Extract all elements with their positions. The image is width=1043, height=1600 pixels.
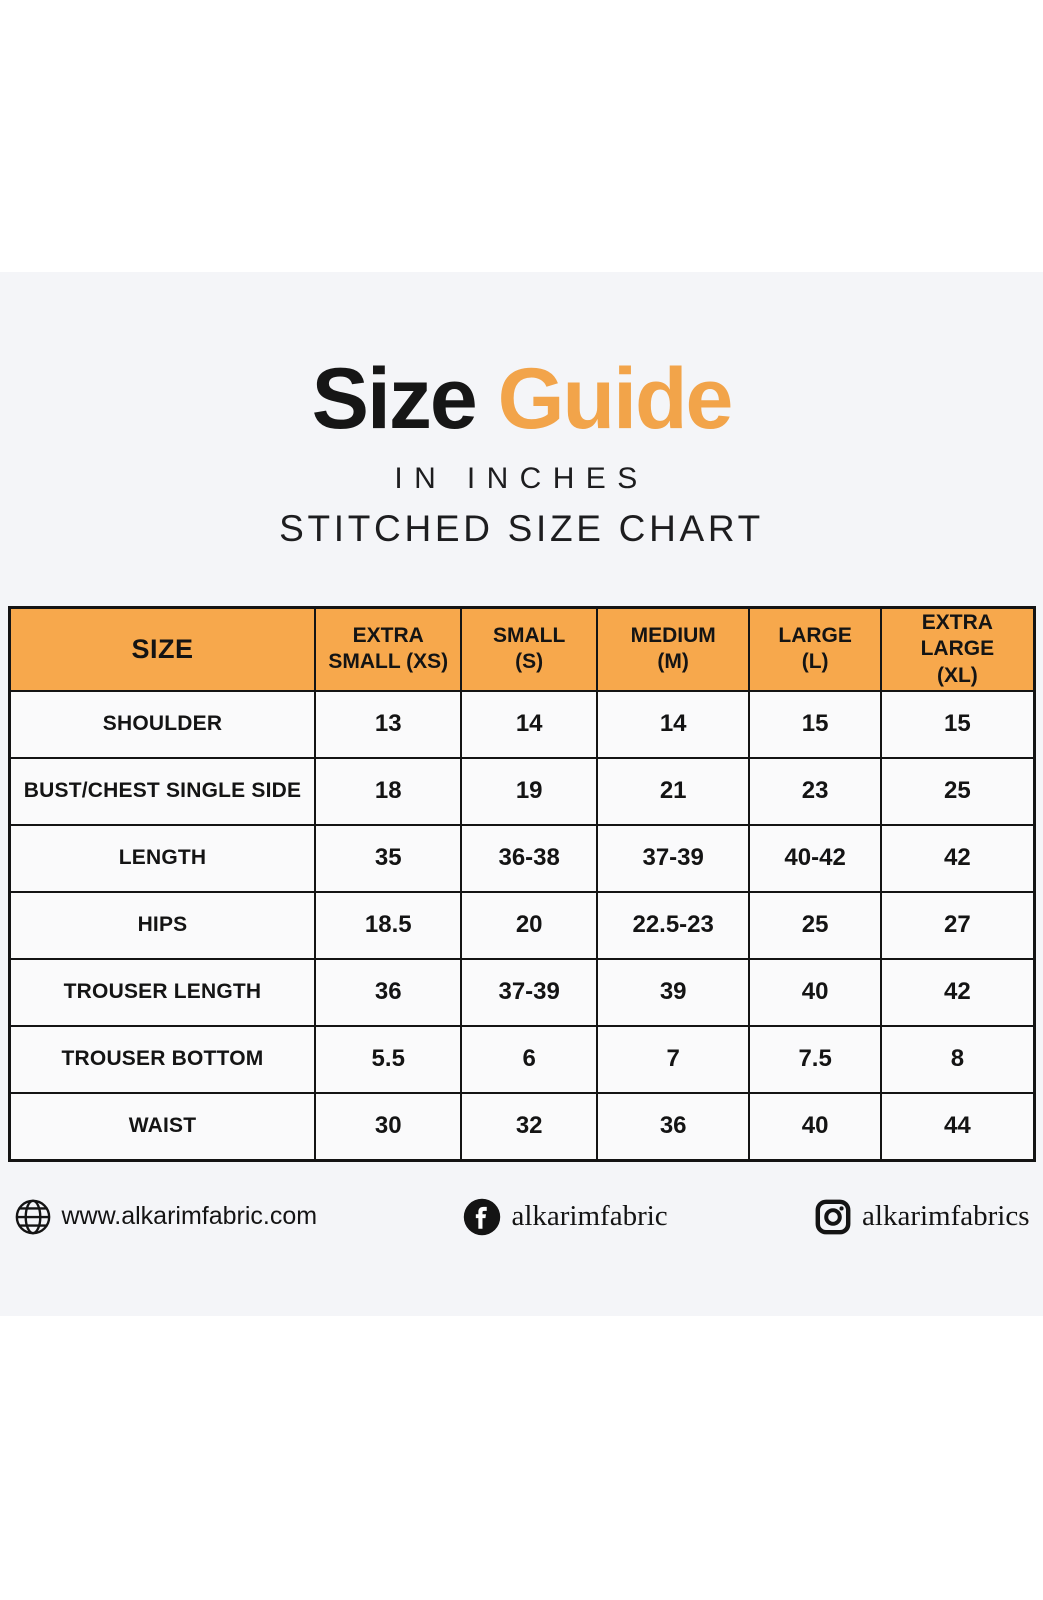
cell: 42 — [880, 823, 1035, 893]
title-word-size: Size — [311, 351, 478, 447]
cell: 22.5-23 — [596, 890, 751, 960]
cell: 25 — [748, 890, 883, 960]
cell: 13 — [314, 689, 463, 759]
table-row-waist: WAIST 30 32 36 40 44 — [7, 1091, 1035, 1162]
instagram-item: alkarimfabrics — [814, 1198, 1030, 1236]
cell: 19 — [460, 756, 599, 826]
cell: 37-39 — [460, 957, 599, 1027]
cell: 36-38 — [460, 823, 599, 893]
row-label: HIPS — [7, 890, 317, 960]
globe-icon — [14, 1198, 52, 1236]
row-label: SHOULDER — [7, 689, 317, 759]
content-band: Size Guide IN INCHES STITCHED SIZE CHART… — [0, 272, 1043, 1316]
cell: 14 — [460, 689, 599, 759]
row-label: WAIST — [7, 1091, 317, 1162]
subtitle-stitched-size-chart: STITCHED SIZE CHART — [279, 508, 764, 549]
table-header-row: SIZE EXTRA SMALL (XS) SMALL (S) MEDIUM (… — [7, 606, 1035, 692]
column-header-medium: MEDIUM (M) — [596, 606, 751, 692]
cell: 7.5 — [748, 1024, 883, 1094]
row-label: TROUSER LENGTH — [7, 957, 317, 1027]
cell: 21 — [596, 756, 751, 826]
column-header-small: SMALL (S) — [460, 606, 599, 692]
cell: 20 — [460, 890, 599, 960]
row-label: LENGTH — [7, 823, 317, 893]
column-header-extra-small: EXTRA SMALL (XS) — [314, 606, 463, 692]
cell: 15 — [748, 689, 883, 759]
column-header-large: LARGE (L) — [748, 606, 883, 692]
cell: 18.5 — [314, 890, 463, 960]
website-text: www.alkarimfabric.com — [61, 1202, 318, 1231]
table-row-shoulder: SHOULDER 13 14 14 15 15 — [7, 689, 1035, 759]
table-row-trouser-length: TROUSER LENGTH 36 37-39 39 40 42 — [7, 957, 1035, 1027]
cell: 14 — [596, 689, 751, 759]
cell: 27 — [880, 890, 1035, 960]
cell: 40-42 — [748, 823, 883, 893]
cell: 6 — [460, 1024, 599, 1094]
page-title: Size Guide — [0, 356, 1043, 442]
cell: 30 — [314, 1091, 463, 1162]
website-item: www.alkarimfabric.com — [14, 1198, 318, 1236]
cell: 15 — [880, 689, 1035, 759]
footer: www.alkarimfabric.com alkarimfabric alka… — [8, 1198, 1036, 1236]
cell: 42 — [880, 957, 1035, 1027]
title-word-guide: Guide — [497, 351, 734, 447]
column-header-extra-large: EXTRA LARGE (XL) — [880, 606, 1035, 692]
instagram-icon — [814, 1198, 852, 1236]
size-chart-table: SIZE EXTRA SMALL (XS) SMALL (S) MEDIUM (… — [7, 606, 1036, 1162]
cell: 35 — [314, 823, 463, 893]
cell: 36 — [596, 1091, 751, 1162]
row-label: BUST/CHEST SINGLE SIDE — [7, 756, 317, 826]
cell: 40 — [748, 957, 883, 1027]
cell: 25 — [880, 756, 1035, 826]
cell: 37-39 — [596, 823, 751, 893]
column-header-size: SIZE — [7, 606, 317, 692]
cell: 36 — [314, 957, 463, 1027]
instagram-handle: alkarimfabrics — [862, 1200, 1030, 1233]
cell: 23 — [748, 756, 883, 826]
facebook-handle: alkarimfabric — [511, 1200, 668, 1233]
cell: 5.5 — [314, 1024, 463, 1094]
cell: 44 — [880, 1091, 1035, 1162]
subtitle-in-inches: IN INCHES — [394, 462, 649, 495]
cell: 8 — [880, 1024, 1035, 1094]
table-row-length: LENGTH 35 36-38 37-39 40-42 42 — [7, 823, 1035, 893]
table-row-bust-chest: BUST/CHEST SINGLE SIDE 18 19 21 23 25 — [7, 756, 1035, 826]
table-row-hips: HIPS 18.5 20 22.5-23 25 27 — [7, 890, 1035, 960]
facebook-icon — [463, 1198, 501, 1236]
cell: 18 — [314, 756, 463, 826]
facebook-item: alkarimfabric — [463, 1198, 668, 1236]
row-label: TROUSER BOTTOM — [7, 1024, 317, 1094]
cell: 7 — [596, 1024, 751, 1094]
cell: 32 — [460, 1091, 599, 1162]
cell: 39 — [596, 957, 751, 1027]
table-row-trouser-bottom: TROUSER BOTTOM 5.5 6 7 7.5 8 — [7, 1024, 1035, 1094]
title-block: Size Guide IN INCHES STITCHED SIZE CHART — [0, 272, 1043, 550]
cell: 40 — [748, 1091, 883, 1162]
